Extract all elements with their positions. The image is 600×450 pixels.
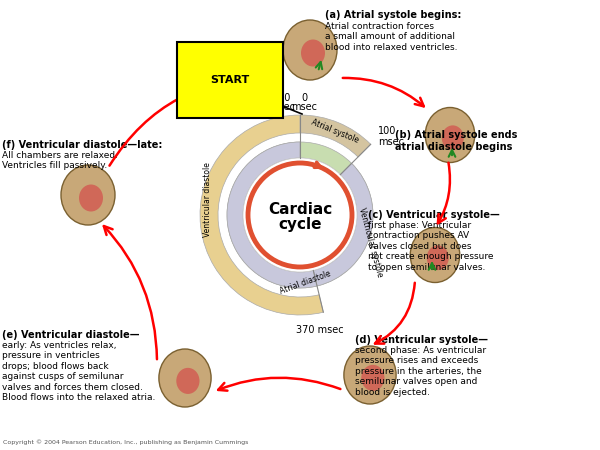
Text: second phase: As ventricular
pressure rises and exceeds
pressure in the arteries: second phase: As ventricular pressure ri… — [355, 346, 486, 396]
Wedge shape — [227, 142, 317, 288]
Text: first phase: Ventricular
contraction pushes AV
valves closed but does
not create: first phase: Ventricular contraction pus… — [368, 221, 493, 272]
Text: Ventricular systole: Ventricular systole — [357, 207, 384, 279]
Ellipse shape — [301, 40, 325, 67]
Text: Ventricular diastole: Ventricular diastole — [203, 162, 212, 238]
Ellipse shape — [425, 108, 475, 162]
Text: (e) Ventricular diastole—: (e) Ventricular diastole— — [2, 330, 139, 340]
Text: START: START — [211, 75, 250, 85]
Wedge shape — [300, 115, 371, 157]
Text: (f) Ventricular diastole—late:: (f) Ventricular diastole—late: — [2, 140, 163, 150]
Text: Cardiac: Cardiac — [268, 202, 332, 216]
Text: (c) Ventricular systole—: (c) Ventricular systole— — [368, 210, 500, 220]
Wedge shape — [313, 163, 373, 286]
Text: Atrial diastole: Atrial diastole — [278, 269, 332, 295]
Ellipse shape — [361, 365, 385, 391]
Ellipse shape — [410, 228, 460, 283]
Circle shape — [243, 158, 357, 272]
Ellipse shape — [283, 20, 337, 80]
Wedge shape — [200, 115, 323, 315]
Ellipse shape — [344, 346, 396, 404]
Wedge shape — [300, 142, 352, 175]
Ellipse shape — [61, 165, 115, 225]
Text: 800: 800 — [273, 93, 291, 103]
Text: (a) Atrial systole begins:: (a) Atrial systole begins: — [325, 10, 461, 20]
Ellipse shape — [176, 368, 199, 394]
Ellipse shape — [427, 245, 449, 270]
Ellipse shape — [159, 349, 211, 407]
Text: 0: 0 — [301, 93, 307, 103]
Text: msec: msec — [269, 102, 295, 112]
Text: 370 msec: 370 msec — [296, 325, 343, 335]
Text: msec: msec — [291, 102, 317, 112]
Text: All chambers are relaxed.
Ventricles fill passively.: All chambers are relaxed. Ventricles fil… — [2, 151, 118, 171]
Text: cycle: cycle — [278, 216, 322, 231]
Wedge shape — [227, 142, 373, 288]
Text: (d) Ventricular systole—: (d) Ventricular systole— — [355, 335, 488, 345]
Text: early: As ventricles relax,
pressure in ventricles
drops; blood flows back
again: early: As ventricles relax, pressure in … — [2, 341, 155, 402]
Ellipse shape — [442, 126, 464, 150]
Text: Copyright © 2004 Pearson Education, Inc., publishing as Benjamin Cummings: Copyright © 2004 Pearson Education, Inc.… — [3, 439, 248, 445]
Ellipse shape — [79, 184, 103, 212]
Text: Atrial contraction forces
a small amount of additional
blood into relaxed ventri: Atrial contraction forces a small amount… — [325, 22, 458, 52]
Text: (b) Atrial systole ends
atrial diastole begins: (b) Atrial systole ends atrial diastole … — [395, 130, 517, 152]
Text: 100
msec: 100 msec — [379, 126, 404, 148]
Text: Atrial systole: Atrial systole — [310, 117, 360, 144]
